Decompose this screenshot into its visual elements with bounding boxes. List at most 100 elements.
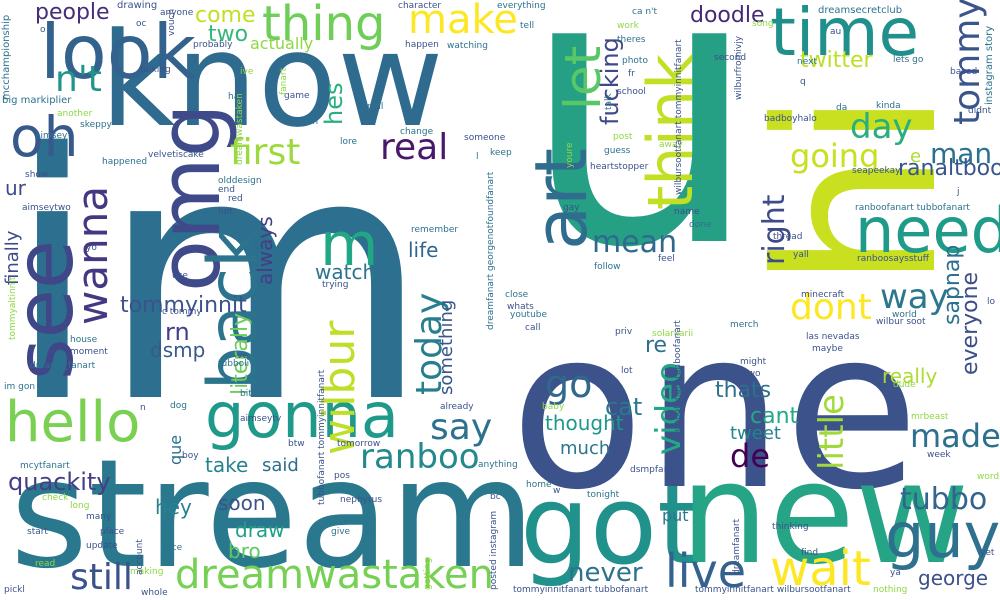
cloud-word: ve xyxy=(237,351,248,361)
cloud-word: stream xyxy=(10,428,536,600)
cloud-word: yo xyxy=(86,243,97,253)
cloud-word: instagram story xyxy=(984,25,995,105)
cloud-word: put xyxy=(662,506,689,525)
cloud-word: vouch xyxy=(167,8,177,36)
cloud-word: talk xyxy=(604,93,614,110)
cloud-word: tweet xyxy=(730,423,781,444)
cloud-word: big markiplier xyxy=(2,95,72,106)
cloud-word: look xyxy=(40,8,197,96)
cloud-word: already xyxy=(440,402,474,412)
cloud-word: trying xyxy=(322,280,349,290)
cloud-word: made xyxy=(910,417,1000,455)
cloud-word: btw xyxy=(288,439,305,449)
cloud-word: kinda xyxy=(876,101,901,111)
cloud-word: bit xyxy=(240,389,252,399)
cloud-word: gonna xyxy=(205,379,399,452)
cloud-word: home xyxy=(526,480,552,490)
cloud-word: another xyxy=(57,109,93,119)
cloud-word: school xyxy=(617,87,646,97)
cloud-word: one xyxy=(510,282,920,538)
cloud-word: dog xyxy=(170,401,187,411)
cloud-word: maybe xyxy=(812,344,843,354)
cloud-word: tubbofanart ranboofanart xyxy=(673,320,683,435)
cloud-word: real xyxy=(380,127,449,168)
cloud-word: e xyxy=(910,146,922,167)
cloud-word: baby xyxy=(542,402,565,412)
cloud-word: work xyxy=(617,21,639,31)
cloud-word: tommyaltinnit xyxy=(8,276,18,340)
cloud-word: dreamsecretclub xyxy=(818,5,903,16)
cloud-word: guy xyxy=(885,499,1000,572)
cloud-word: new xyxy=(680,433,970,596)
cloud-word: au xyxy=(830,27,842,37)
cloud-word: always xyxy=(253,216,277,285)
cloud-word: going xyxy=(790,137,880,175)
cloud-word: everything xyxy=(497,1,546,11)
cloud-word: need xyxy=(855,194,1000,267)
cloud-word: aimseytv xyxy=(240,414,282,424)
cloud-word: pos xyxy=(334,471,350,481)
cloud-word: rn xyxy=(165,318,190,346)
cloud-word: something xyxy=(436,299,457,395)
cloud-word: dreamwastaken xyxy=(175,552,495,598)
cloud-word: live xyxy=(665,544,747,598)
cloud-word: whats xyxy=(507,302,534,312)
cloud-word: bro xyxy=(228,539,261,563)
cloud-word: velvetiscake xyxy=(148,150,204,160)
cloud-word: tommyinnitfanart wilbursootfanart xyxy=(695,585,851,595)
cloud-word: anything xyxy=(478,460,518,470)
cloud-word: theres xyxy=(617,35,646,45)
cloud-word: word xyxy=(977,472,1000,482)
cloud-word: merch xyxy=(730,320,759,330)
cloud-word: ca n't xyxy=(632,7,658,17)
cloud-word: week xyxy=(927,450,951,460)
cloud-word: doodle xyxy=(690,3,765,28)
cloud-word: remember xyxy=(411,225,459,235)
cloud-word: even xyxy=(296,117,319,127)
cloud-word: art xyxy=(519,148,603,250)
cloud-word: hair xyxy=(228,92,246,102)
cloud-word: find xyxy=(801,548,819,558)
cloud-word: las nevadas xyxy=(806,332,860,342)
cloud-word: world xyxy=(892,310,917,320)
cloud-word: right xyxy=(757,194,792,266)
cloud-word: take xyxy=(205,453,249,477)
cloud-word: aimsey xyxy=(35,131,68,141)
cloud-word: w xyxy=(553,486,561,496)
cloud-word: mcytfanart xyxy=(20,461,70,471)
cloud-word: think xyxy=(634,53,707,210)
cloud-word: wanna xyxy=(68,185,117,325)
cloud-word: didnt xyxy=(968,106,992,116)
cloud-word: yet xyxy=(980,548,995,558)
cloud-word: q xyxy=(800,77,806,87)
cloud-word: second xyxy=(714,53,747,63)
cloud-word: n xyxy=(140,403,146,413)
cloud-word: dont xyxy=(790,287,872,328)
cloud-word: give xyxy=(331,527,351,537)
cloud-word: thinking xyxy=(772,522,809,532)
cloud-word: thing xyxy=(262,0,386,52)
cloud-word: ya xyxy=(890,568,901,578)
cloud-word: song xyxy=(752,19,774,29)
cloud-word: wilbursootfanart tommyinnitfanart xyxy=(674,39,684,195)
cloud-word: first xyxy=(230,132,301,173)
cloud-word: lo xyxy=(987,297,996,307)
cloud-word: account xyxy=(135,539,145,575)
cloud-word: minecraft xyxy=(801,290,845,300)
cloud-word: based xyxy=(950,67,978,77)
cloud-word: thread xyxy=(773,232,803,242)
cloud-word: hot xyxy=(218,207,233,217)
cloud-word: many xyxy=(86,512,112,522)
cloud-word: place xyxy=(100,527,125,537)
cloud-word: wait xyxy=(770,541,871,597)
cloud-word: make xyxy=(408,0,518,43)
cloud-word: yall xyxy=(793,250,809,260)
cloud-word: probably xyxy=(193,40,233,50)
cloud-word: come xyxy=(195,3,256,28)
cloud-word: feel xyxy=(658,254,675,264)
cloud-word: posted instagram xyxy=(489,510,499,590)
cloud-word: ur xyxy=(5,176,26,200)
cloud-word: done xyxy=(689,220,712,230)
cloud-word: de xyxy=(730,437,770,475)
